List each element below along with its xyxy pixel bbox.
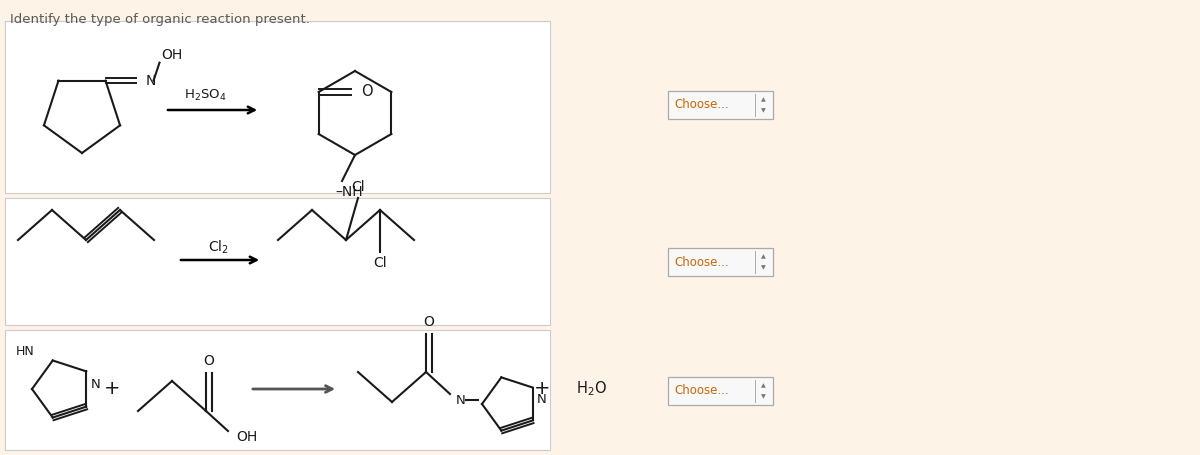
Text: H$_2$SO$_4$: H$_2$SO$_4$ <box>184 87 227 102</box>
Text: ▲: ▲ <box>761 97 766 102</box>
Text: O: O <box>204 354 215 368</box>
Text: Choose...: Choose... <box>674 256 730 268</box>
Text: O: O <box>424 315 434 329</box>
Text: H$_2$O: H$_2$O <box>576 379 607 398</box>
Bar <box>667 377 773 405</box>
Text: ▲: ▲ <box>761 254 766 259</box>
Text: Cl$_2$: Cl$_2$ <box>208 238 228 256</box>
Text: N: N <box>456 394 466 406</box>
Text: +: + <box>534 379 551 399</box>
Text: N: N <box>90 378 100 391</box>
Text: OH: OH <box>236 430 257 444</box>
Text: ▲: ▲ <box>761 383 766 388</box>
Text: HN: HN <box>16 345 35 358</box>
Text: –NH: –NH <box>335 185 362 199</box>
Text: N: N <box>536 393 546 406</box>
Bar <box>5 198 550 325</box>
Bar <box>667 91 773 119</box>
Text: ▼: ▼ <box>761 108 766 113</box>
Text: Cl: Cl <box>352 180 365 194</box>
Text: O: O <box>361 85 372 100</box>
Bar <box>667 248 773 276</box>
Text: Identify the type of organic reaction present.: Identify the type of organic reaction pr… <box>10 13 310 26</box>
Text: ▼: ▼ <box>761 265 766 270</box>
Text: N: N <box>145 74 156 88</box>
Bar <box>5 21 550 193</box>
Text: Choose...: Choose... <box>674 384 730 398</box>
Text: ▼: ▼ <box>761 394 766 399</box>
Text: OH: OH <box>162 48 182 61</box>
Bar <box>5 330 550 450</box>
Text: +: + <box>103 379 120 399</box>
Text: Cl: Cl <box>373 256 386 270</box>
Text: Choose...: Choose... <box>674 98 730 111</box>
